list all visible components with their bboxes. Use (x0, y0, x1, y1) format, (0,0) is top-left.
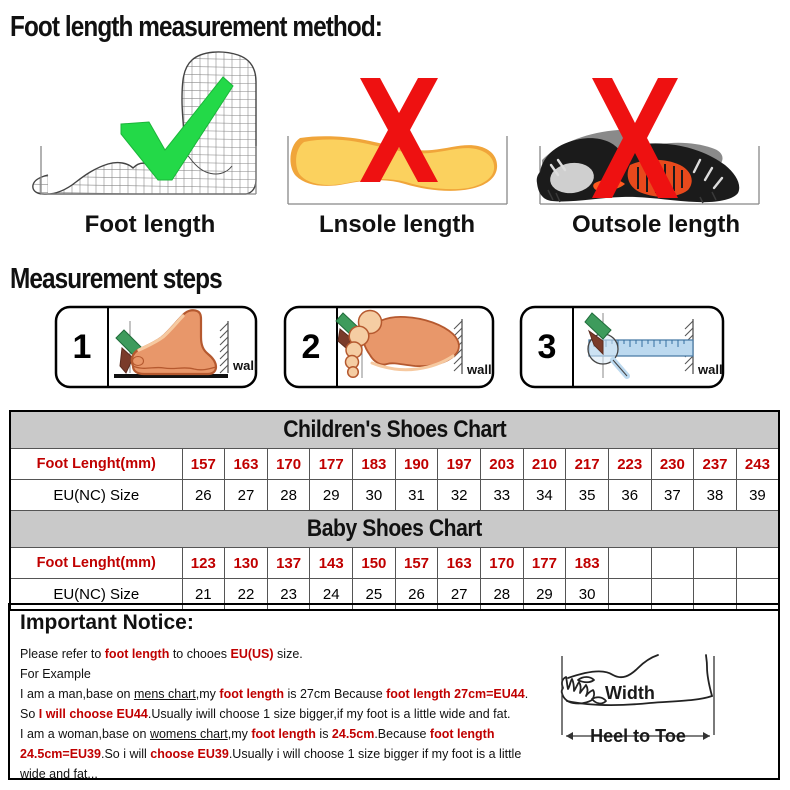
svg-text:Width: Width (605, 683, 655, 703)
svg-text:Heel to Toe: Heel to Toe (590, 726, 686, 746)
